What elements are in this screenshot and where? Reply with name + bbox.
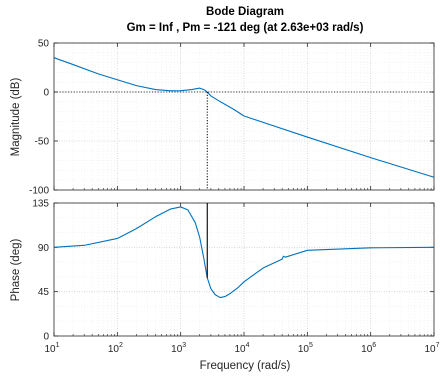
- chart-subtitle: Gm = Inf , Pm = -121 deg (at 2.63e+03 ra…: [127, 22, 364, 34]
- magnitude-y-tick-label: -50: [35, 137, 50, 148]
- magnitude-y-tick-label: 0: [43, 88, 49, 99]
- x-tick-label: 101: [44, 342, 59, 355]
- magnitude-axis-label: Magnitude (dB): [10, 78, 22, 157]
- x-axis-label: Frequency (rad/s): [200, 360, 291, 372]
- phase-axis-label: Phase (deg): [10, 239, 22, 302]
- x-tick-labels: 101 102 103 104 105 106 107: [44, 342, 439, 355]
- magnitude-curve: [53, 57, 435, 178]
- x-tick-label: 106: [361, 342, 376, 355]
- phase-y-tick-label: 45: [38, 287, 50, 298]
- magnitude-y-tick-label: -100: [29, 186, 49, 197]
- phase-panel: 135 90 45 0: [32, 199, 435, 343]
- phase-y-tick-label: 135: [32, 199, 49, 210]
- x-tick-label: 104: [234, 342, 249, 355]
- phase-y-tick-label: 90: [38, 243, 50, 254]
- x-tick-label: 105: [298, 342, 313, 355]
- phase-axes-box: [53, 202, 435, 337]
- x-tick-label: 102: [108, 342, 123, 355]
- phase-y-tick-label: 0: [43, 332, 49, 343]
- magnitude-axes-box: [53, 42, 435, 191]
- phase-curve: [53, 206, 435, 299]
- chart-title: Bode Diagram: [206, 6, 284, 18]
- x-tick-label: 103: [171, 342, 186, 355]
- magnitude-panel: 50 0 -50 -100: [29, 39, 435, 197]
- magnitude-y-tick-label: 50: [38, 39, 50, 50]
- x-tick-label: 107: [424, 342, 439, 355]
